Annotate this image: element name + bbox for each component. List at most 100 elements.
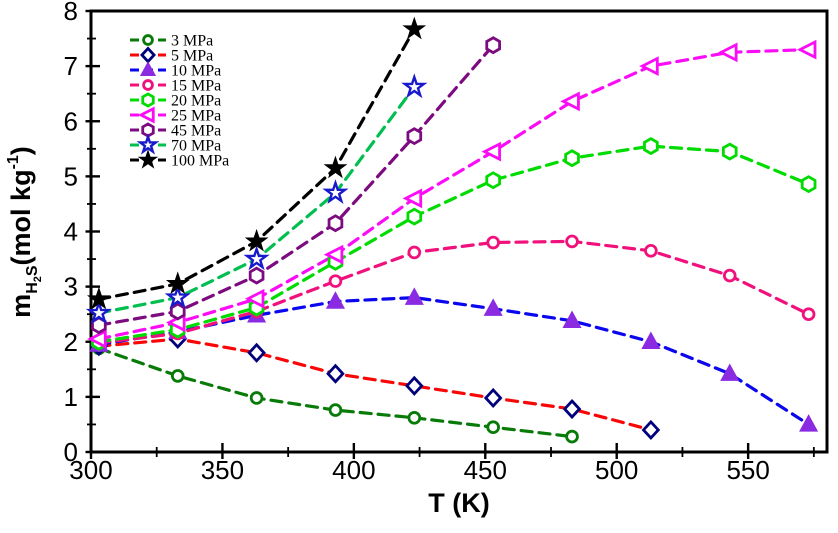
marker-15-mpa — [328, 274, 343, 288]
series-line-25-mpa — [97, 48, 811, 341]
marker-20-mpa — [564, 149, 580, 168]
marker-15-mpa — [722, 268, 737, 283]
marker-3-mpa — [249, 391, 264, 405]
marker-70-mpa — [164, 283, 191, 309]
marker-45-mpa — [169, 302, 186, 321]
series-markers — [85, 16, 819, 444]
marker-25-mpa — [560, 91, 580, 112]
marker-10-mpa — [799, 414, 819, 432]
series-markers-15-mpa — [92, 234, 816, 350]
marker-10-mpa — [483, 298, 503, 316]
axis-ticks — [85, 9, 815, 459]
marker-15-mpa — [644, 243, 658, 258]
y-tick-label-5: 5 — [64, 161, 78, 191]
marker-15-mpa — [486, 235, 500, 250]
y-tick-label-7: 7 — [64, 51, 78, 81]
y-tick-label-8: 8 — [64, 0, 78, 26]
x-tick-label-350: 350 — [201, 455, 244, 485]
x-axis-label: T (K) — [428, 488, 489, 518]
series-markers-70-mpa — [85, 73, 428, 325]
x-tick-label-550: 550 — [726, 455, 769, 485]
marker-5-mpa — [326, 363, 345, 384]
marker-3-mpa — [407, 411, 422, 425]
legend-item-3-mpa: 3 MPa — [130, 33, 213, 50]
marker-15-mpa — [801, 307, 816, 321]
marker-25-mpa — [796, 39, 817, 60]
legend-label-45-mpa: 45 MPa — [171, 123, 221, 140]
series-line-3-mpa — [97, 346, 574, 439]
marker-25-mpa — [87, 329, 107, 349]
marker-5-mpa — [641, 419, 661, 441]
marker-25-mpa — [402, 188, 423, 209]
y-tick-label-4: 4 — [64, 217, 78, 247]
marker-3-mpa — [170, 369, 185, 383]
marker-5-mpa — [247, 342, 266, 363]
marker-25-mpa — [323, 244, 344, 265]
series-markers-10-mpa — [89, 287, 819, 432]
legend-marker-3-mpa — [142, 34, 154, 46]
marker-5-mpa — [483, 387, 503, 409]
marker-15-mpa — [407, 245, 422, 260]
y-tick-label-0: 0 — [64, 437, 78, 467]
marker-10-mpa — [562, 310, 582, 329]
y-tick-label-1: 1 — [64, 382, 78, 412]
marker-10-mpa — [641, 331, 661, 349]
series-markers-20-mpa — [91, 137, 817, 351]
marker-5-mpa — [405, 375, 424, 396]
marker-70-mpa — [243, 245, 270, 271]
series-markers-45-mpa — [91, 36, 501, 335]
marker-45-mpa — [327, 214, 344, 233]
legend-item-70-mpa: 70 MPa — [130, 133, 221, 155]
marker-100-mpa — [323, 155, 348, 179]
marker-100-mpa — [402, 16, 427, 40]
marker-3-mpa — [328, 403, 343, 417]
legend-marker-20-mpa — [141, 92, 155, 108]
marker-45-mpa — [406, 127, 423, 146]
marker-25-mpa — [718, 42, 738, 63]
legend-item-10-mpa: 10 MPa — [130, 61, 221, 80]
legend-item-5-mpa: 5 MPa — [130, 46, 213, 65]
x-tick-label-300: 300 — [69, 455, 112, 485]
series-line-5-mpa — [97, 337, 653, 432]
marker-70-mpa — [401, 73, 428, 99]
legend-item-15-mpa: 15 MPa — [130, 78, 221, 95]
marker-10-mpa — [404, 287, 424, 305]
series-line-10-mpa — [97, 295, 811, 426]
legend-marker-25-mpa — [137, 106, 155, 124]
marker-20-mpa — [406, 207, 423, 226]
marker-100-mpa — [86, 286, 111, 310]
legend-label-25-mpa: 25 MPa — [171, 108, 221, 125]
x-tick-label-450: 450 — [464, 455, 507, 485]
marker-100-mpa — [165, 271, 190, 294]
legend-label-10-mpa: 10 MPa — [171, 63, 221, 80]
x-tick-label-500: 500 — [595, 455, 638, 485]
legend-item-20-mpa: 20 MPa — [130, 92, 221, 110]
y-tick-label-2: 2 — [64, 327, 78, 357]
marker-20-mpa — [643, 137, 659, 156]
marker-70-mpa — [85, 299, 112, 325]
series-line-20-mpa — [97, 144, 811, 344]
legend-label-5-mpa: 5 MPa — [171, 48, 213, 65]
marker-3-mpa — [565, 429, 579, 444]
y-tick-label-3: 3 — [64, 272, 78, 302]
marker-45-mpa — [248, 266, 265, 285]
marker-25-mpa — [481, 141, 501, 162]
legend-marker-10-mpa — [139, 61, 157, 77]
y-axis-label: mH2S(mol kg-1) — [5, 146, 44, 318]
series-markers-5-mpa — [89, 328, 661, 441]
legend-marker-70-mpa — [136, 133, 160, 155]
legend-label-100-mpa: 100 MPa — [171, 153, 229, 170]
legend-marker-15-mpa — [142, 79, 154, 91]
legend-label-70-mpa: 70 MPa — [171, 138, 221, 155]
marker-70-mpa — [322, 179, 349, 205]
legend-item-100-mpa: 100 MPa — [130, 149, 229, 170]
tick-labels: 300 350 400 450 500 550 0 1 2 3 4 5 6 7 8 — [64, 0, 770, 485]
marker-25-mpa — [639, 56, 659, 77]
series-markers-100-mpa — [86, 16, 427, 310]
series-line-15-mpa — [97, 239, 811, 345]
legend-marker-100-mpa — [137, 149, 159, 169]
legend-label-20-mpa: 20 MPa — [171, 93, 221, 110]
